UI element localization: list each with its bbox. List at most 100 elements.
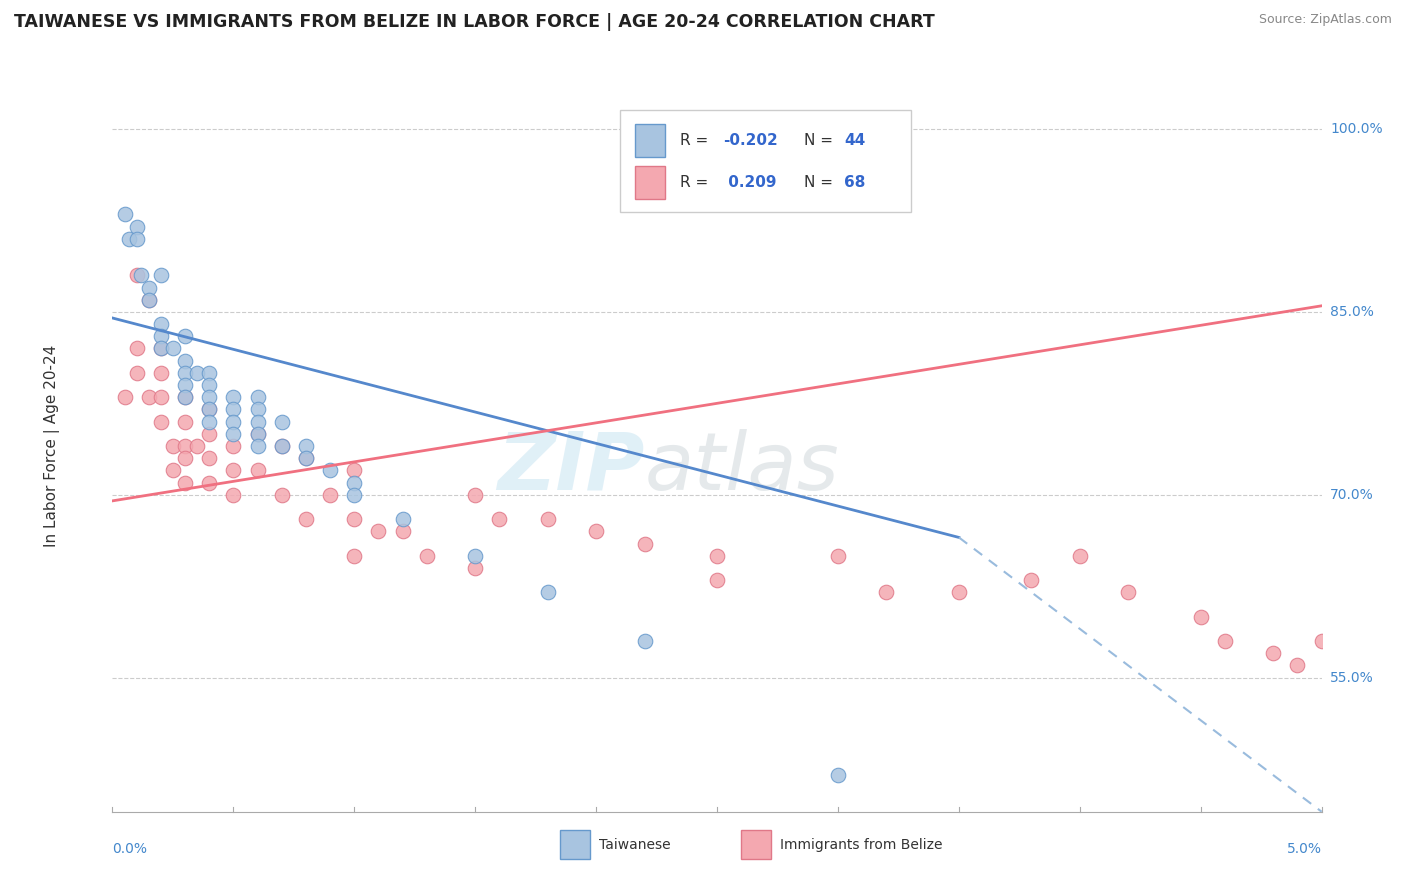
Point — [174, 353, 197, 368]
Text: 70.0%: 70.0% — [1330, 488, 1374, 502]
Point — [174, 415, 197, 429]
Point — [198, 390, 221, 404]
Point — [1189, 609, 1212, 624]
Point — [343, 488, 366, 502]
Point — [125, 366, 148, 380]
Point — [1358, 671, 1381, 685]
Text: N =: N = — [804, 175, 838, 190]
Point — [295, 451, 318, 466]
Point — [1021, 573, 1043, 587]
Text: 55.0%: 55.0% — [1330, 671, 1374, 685]
Point — [343, 549, 366, 563]
Point — [464, 488, 486, 502]
Point — [114, 207, 136, 221]
Point — [198, 415, 221, 429]
Point — [295, 439, 318, 453]
Point — [246, 415, 269, 429]
Point — [138, 293, 160, 307]
Point — [149, 268, 172, 283]
Text: 44: 44 — [844, 133, 865, 148]
Text: Immigrants from Belize: Immigrants from Belize — [780, 838, 942, 852]
Point — [319, 488, 342, 502]
Point — [174, 378, 197, 392]
Point — [246, 426, 269, 441]
Point — [1069, 549, 1091, 563]
Point — [174, 366, 197, 380]
Text: 100.0%: 100.0% — [1330, 122, 1382, 136]
Point — [319, 463, 342, 477]
Point — [186, 366, 208, 380]
Point — [633, 536, 655, 550]
Point — [1116, 585, 1139, 599]
Point — [1213, 634, 1236, 648]
Point — [138, 280, 160, 294]
Text: 68: 68 — [844, 175, 866, 190]
Text: TAIWANESE VS IMMIGRANTS FROM BELIZE IN LABOR FORCE | AGE 20-24 CORRELATION CHART: TAIWANESE VS IMMIGRANTS FROM BELIZE IN L… — [14, 13, 935, 31]
Point — [537, 512, 560, 526]
FancyBboxPatch shape — [620, 110, 911, 212]
Point — [138, 390, 160, 404]
Point — [149, 329, 172, 343]
Point — [138, 293, 160, 307]
Point — [149, 415, 172, 429]
Point — [149, 342, 172, 356]
Point — [149, 366, 172, 380]
Point — [827, 768, 849, 782]
Point — [464, 549, 486, 563]
Point — [488, 512, 510, 526]
Text: Taiwanese: Taiwanese — [599, 838, 671, 852]
Point — [633, 634, 655, 648]
Point — [270, 439, 292, 453]
Point — [125, 268, 148, 283]
Point — [198, 378, 221, 392]
Bar — [636, 166, 665, 199]
Point — [246, 426, 269, 441]
Point — [114, 390, 136, 404]
Point — [162, 463, 184, 477]
Point — [174, 475, 197, 490]
Point — [391, 524, 413, 539]
Point — [174, 390, 197, 404]
Point — [343, 475, 366, 490]
Point — [295, 512, 318, 526]
Point — [149, 317, 172, 331]
Point — [246, 463, 269, 477]
Text: 0.209: 0.209 — [723, 175, 776, 190]
Point — [149, 390, 172, 404]
Point — [131, 268, 153, 283]
Point — [198, 475, 221, 490]
Bar — [741, 830, 772, 859]
Bar — [560, 830, 591, 859]
Point — [222, 415, 245, 429]
Text: 5.0%: 5.0% — [1286, 842, 1322, 856]
Point — [464, 561, 486, 575]
Point — [706, 549, 728, 563]
Point — [246, 439, 269, 453]
Text: In Labor Force | Age 20-24: In Labor Force | Age 20-24 — [44, 345, 60, 547]
Text: R =: R = — [679, 175, 713, 190]
Point — [174, 451, 197, 466]
Point — [174, 439, 197, 453]
Text: 0.0%: 0.0% — [112, 842, 148, 856]
Point — [343, 463, 366, 477]
Point — [706, 573, 728, 587]
Point — [174, 390, 197, 404]
Point — [222, 488, 245, 502]
Point — [149, 342, 172, 356]
Point — [125, 219, 148, 234]
Point — [174, 329, 197, 343]
Bar — [636, 124, 665, 157]
Point — [198, 426, 221, 441]
Point — [585, 524, 607, 539]
Point — [367, 524, 389, 539]
Text: N =: N = — [804, 133, 838, 148]
Point — [537, 585, 560, 599]
Point — [198, 402, 221, 417]
Point — [295, 451, 318, 466]
Point — [162, 342, 184, 356]
Point — [827, 549, 849, 563]
Point — [246, 390, 269, 404]
Point — [416, 549, 439, 563]
Point — [198, 402, 221, 417]
Text: atlas: atlas — [644, 429, 839, 507]
